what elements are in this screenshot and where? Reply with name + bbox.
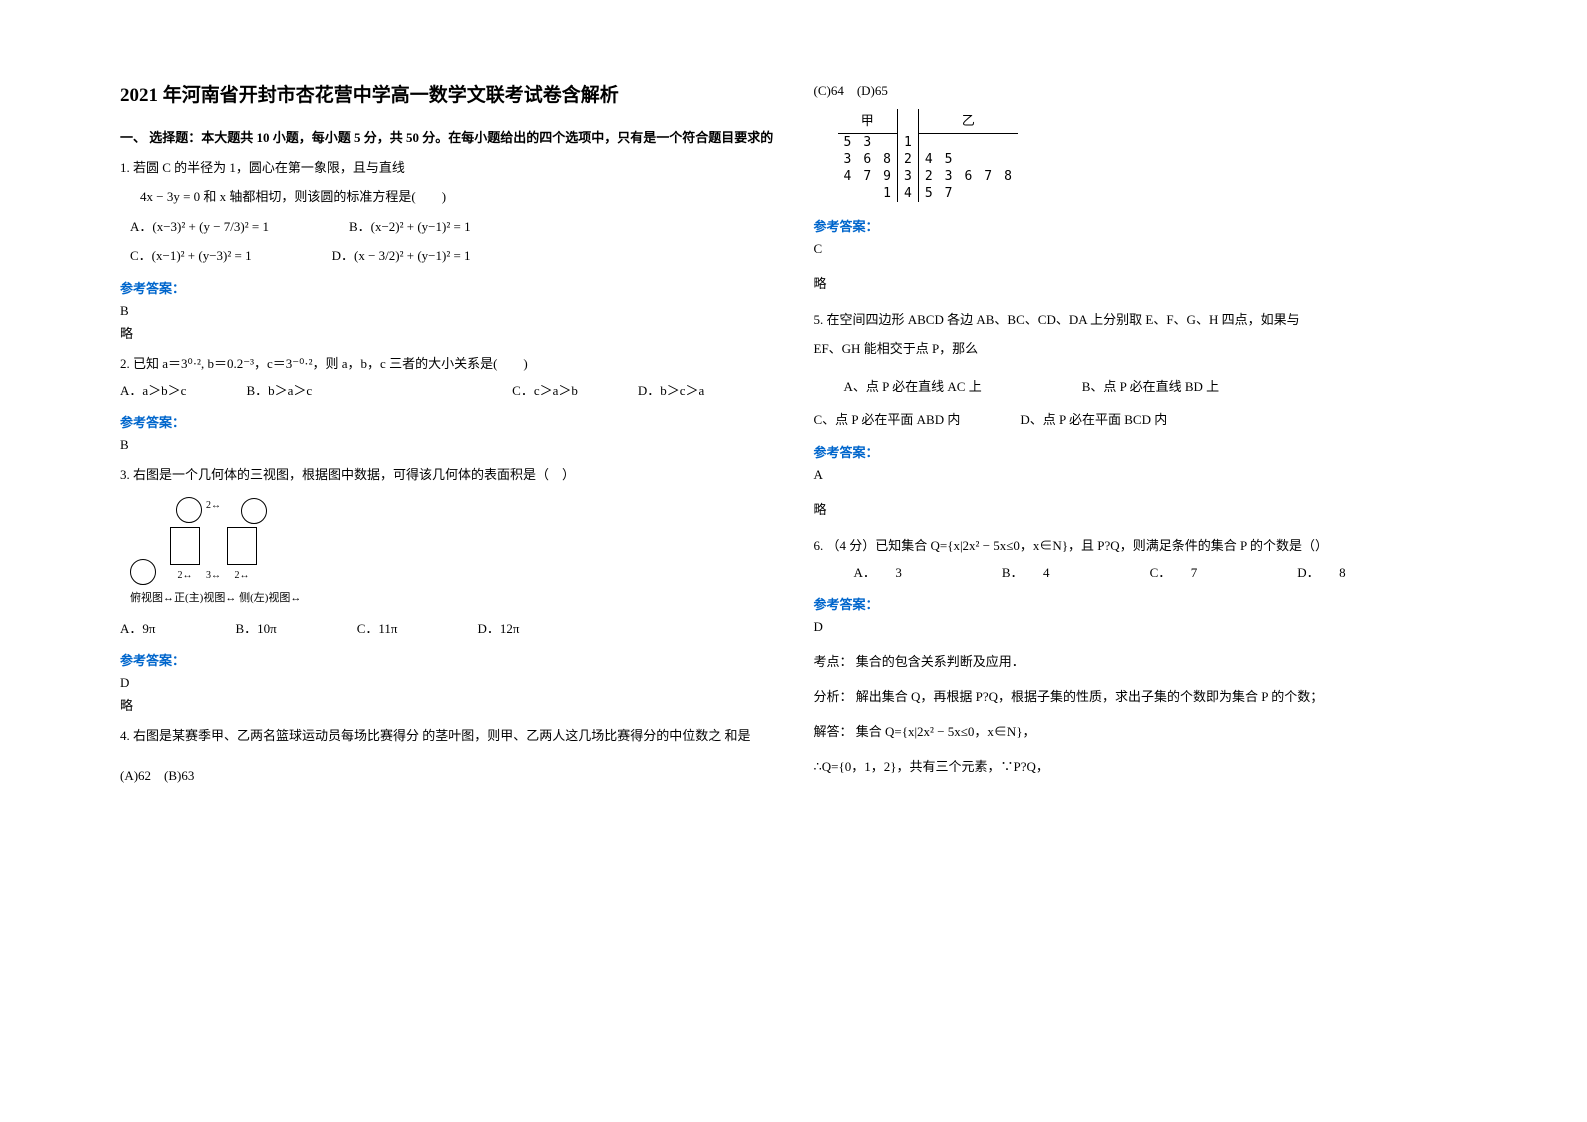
q3-note: 略 <box>120 695 774 714</box>
q1-answer: B <box>120 303 774 319</box>
question-2: 2. 已知 a＝3⁰·², b＝0.2⁻³，c＝3⁻⁰·²，则 a，b，c 三者… <box>120 352 774 403</box>
q6-opt-a: A． 3 <box>854 561 902 584</box>
q5-text2: EF、GH 能相交于点 P，那么 <box>814 337 1468 360</box>
q2-answer-label: 参考答案： <box>120 412 774 431</box>
q5-answer-label: 参考答案： <box>814 442 1468 461</box>
q4-opts-ab: (A)62 (B)63 <box>120 765 774 784</box>
q6-text: 6. （4 分）已知集合 Q={x|2x² − 5x≤0，x∈N}，且 P?Q，… <box>814 534 1468 557</box>
q6-fenxi: 分析： 解出集合 Q，再根据 P?Q，根据子集的性质，求出子集的个数即为集合 P… <box>814 686 1468 705</box>
question-1: 1. 若圆 C 的半径为 1，圆心在第一象限，且与直线 4x − 3y = 0 … <box>120 156 774 268</box>
q2-answer: B <box>120 437 774 453</box>
three-view-diagram: 2↔ 2↔ 3↔ 2↔ 俯视图↔正(主)视图↔ 侧(左)视图↔ <box>130 497 774 609</box>
q1-opt-c: C．(x−1)² + (y−3)² = 1 <box>130 244 252 267</box>
q3-answer: D <box>120 675 774 691</box>
stemleaf-row: 53 1 <box>838 134 1018 152</box>
q6-opt-b: B． 4 <box>1002 561 1050 584</box>
stemleaf-row: 368 2 45 <box>838 151 1018 168</box>
view-labels: 俯视图↔正(主)视图↔ 侧(左)视图↔ <box>130 589 774 609</box>
page-title: 2021 年河南省开封市杏花营中学高一数学文联考试卷含解析 <box>120 80 774 107</box>
q5-answer: A <box>814 467 1468 483</box>
q5-opt-b: B、点 P 必在直线 BD 上 <box>1082 375 1219 398</box>
section-heading: 一、 选择题：本大题共 10 小题，每小题 5 分，共 50 分。在每小题给出的… <box>120 127 774 146</box>
q6-opt-c: C． 7 <box>1150 561 1198 584</box>
q3-opt-a: A．9π <box>120 617 155 640</box>
question-4: 4. 右图是某赛季甲、乙两名篮球运动员每场比赛得分 的茎叶图，则甲、乙两人这几场… <box>120 724 774 747</box>
stemleaf-row: 1 4 57 <box>838 185 1018 202</box>
q4-opts-cd: (C)64 (D)65 <box>814 80 1468 99</box>
q2-opt-d: D．b＞c＞a <box>638 379 704 402</box>
q4-answer-label: 参考答案： <box>814 216 1468 235</box>
q3-text: 3. 右图是一个几何体的三视图，根据图中数据，可得该几何体的表面积是（ ） <box>120 463 774 486</box>
question-3: 3. 右图是一个几何体的三视图，根据图中数据，可得该几何体的表面积是（ ） 2↔… <box>120 463 774 640</box>
q5-text1: 5. 在空间四边形 ABCD 各边 AB、BC、CD、DA 上分别取 E、F、G… <box>814 308 1468 331</box>
q2-opt-a: A．a＞b＞c <box>120 379 186 402</box>
stemleaf-yi: 乙 <box>918 109 1018 134</box>
q4-note: 略 <box>814 273 1468 292</box>
q1-text: 1. 若圆 C 的半径为 1，圆心在第一象限，且与直线 <box>120 156 774 179</box>
question-5: 5. 在空间四边形 ABCD 各边 AB、BC、CD、DA 上分别取 E、F、G… <box>814 308 1468 432</box>
q3-answer-label: 参考答案： <box>120 650 774 669</box>
q6-kaodian: 考点： 集合的包含关系判断及应用． <box>814 651 1468 670</box>
question-6: 6. （4 分）已知集合 Q={x|2x² − 5x≤0，x∈N}，且 P?Q，… <box>814 534 1468 585</box>
q3-opt-c: C．11π <box>357 617 398 640</box>
q6-answer: D <box>814 619 1468 635</box>
q1-formula: 4x − 3y = 0 和 x 轴都相切，则该圆的标准方程是( ) <box>140 185 774 208</box>
q6-answer-label: 参考答案： <box>814 594 1468 613</box>
q3-opt-b: B．10π <box>235 617 276 640</box>
q5-note: 略 <box>814 499 1468 518</box>
q1-answer-label: 参考答案： <box>120 278 774 297</box>
q4-text: 4. 右图是某赛季甲、乙两名篮球运动员每场比赛得分 的茎叶图，则甲、乙两人这几场… <box>120 724 774 747</box>
q5-opt-c: C、点 P 必在平面 ABD 内 <box>814 408 961 431</box>
q5-opt-d: D、点 P 必在平面 BCD 内 <box>1020 408 1167 431</box>
q2-opt-b: B．b＞a＞c <box>246 379 312 402</box>
q2-opt-c: C．c＞a＞b <box>512 379 578 402</box>
stem-leaf-plot: 甲 乙 53 1 368 2 45 479 3 23678 1 4 <box>838 109 1468 202</box>
q1-opt-a: A．(x−3)² + (y − 7/3)² = 1 <box>130 215 269 238</box>
stemleaf-jia: 甲 <box>838 109 898 134</box>
q2-text: 2. 已知 a＝3⁰·², b＝0.2⁻³，c＝3⁻⁰·²，则 a，b，c 三者… <box>120 352 774 375</box>
q1-opt-d: D．(x − 3/2)² + (y−1)² = 1 <box>332 244 471 267</box>
q3-opt-d: D．12π <box>477 617 519 640</box>
q1-opt-b: B．(x−2)² + (y−1)² = 1 <box>349 215 471 238</box>
q1-note: 略 <box>120 323 774 342</box>
stemleaf-row: 479 3 23678 <box>838 168 1018 185</box>
q4-answer: C <box>814 241 1468 257</box>
q5-opt-a: A、点 P 必在直线 AC 上 <box>844 375 982 398</box>
q6-jieda: 解答： 集合 Q={x|2x² − 5x≤0，x∈N}， <box>814 721 1468 740</box>
q6-line2: ∴Q={0，1，2}，共有三个元素，∵P?Q， <box>814 756 1468 775</box>
q6-opt-d: D． 8 <box>1297 561 1345 584</box>
